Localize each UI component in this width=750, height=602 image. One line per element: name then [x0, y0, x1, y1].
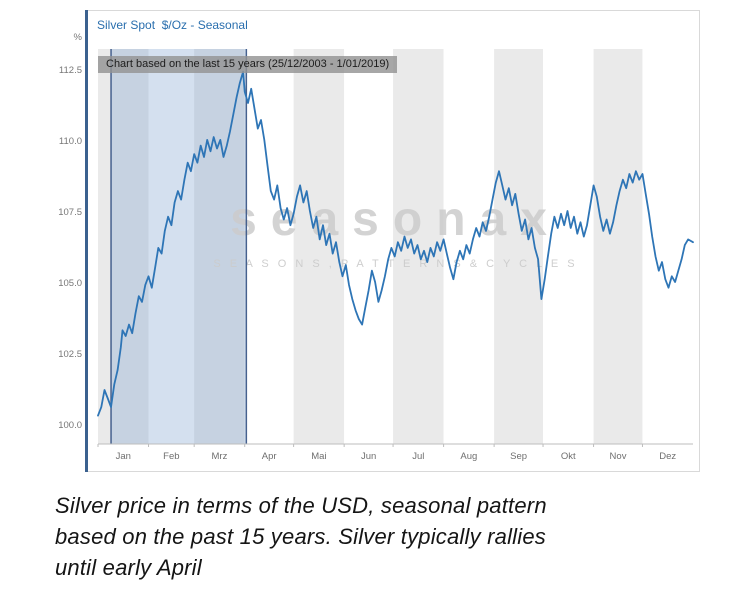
month-band — [494, 49, 544, 444]
month-band — [194, 49, 245, 444]
x-axis-label: Jun — [361, 451, 376, 462]
seasonal-price-line — [97, 70, 694, 417]
x-axis-label: Feb — [163, 451, 179, 462]
x-axis-label: Dez — [659, 451, 676, 462]
month-band — [344, 49, 394, 444]
month-band — [642, 49, 693, 444]
chart-annotation: Chart based on the last 15 years (25/12/… — [98, 56, 398, 73]
month-band — [543, 49, 594, 444]
left-accent-bar — [85, 10, 88, 472]
x-axis-label: Okt — [561, 451, 576, 462]
y-axis-unit-label: % — [73, 32, 82, 43]
seasonal-highlight-region — [111, 49, 247, 444]
x-axis-label: Jul — [412, 451, 424, 462]
x-axis-label: Mrz — [212, 451, 228, 462]
month-band — [98, 49, 149, 444]
x-axis-label: Jan — [116, 451, 131, 462]
month-band — [593, 49, 643, 444]
y-axis-label: 110.0 — [58, 136, 82, 147]
x-axis-label: Sep — [510, 451, 527, 462]
y-axis-label: 102.5 — [58, 349, 82, 360]
y-axis-label: 112.5 — [58, 65, 82, 76]
chart-panel: Silver Spot $/Oz - Seasonal seasonax S E … — [85, 10, 700, 472]
month-band — [244, 49, 294, 444]
chart-title: Silver Spot $/Oz - Seasonal — [97, 18, 248, 32]
caption: Silver price in terms of the USD, season… — [55, 493, 547, 581]
x-axis-label: Aug — [460, 451, 477, 462]
month-band — [148, 49, 195, 444]
watermark-tagline: S E A S O N S , P A T T E R N S & C Y C … — [213, 258, 577, 270]
x-axis-label: Apr — [262, 451, 277, 462]
y-axis-label: 105.0 — [58, 278, 82, 289]
month-band — [443, 49, 495, 444]
x-axis-label: Nov — [610, 451, 627, 462]
month-band — [293, 49, 345, 444]
y-axis-label: 107.5 — [58, 207, 82, 218]
y-axis-label: 100.0 — [58, 420, 82, 431]
x-axis-label: Mai — [311, 451, 326, 462]
